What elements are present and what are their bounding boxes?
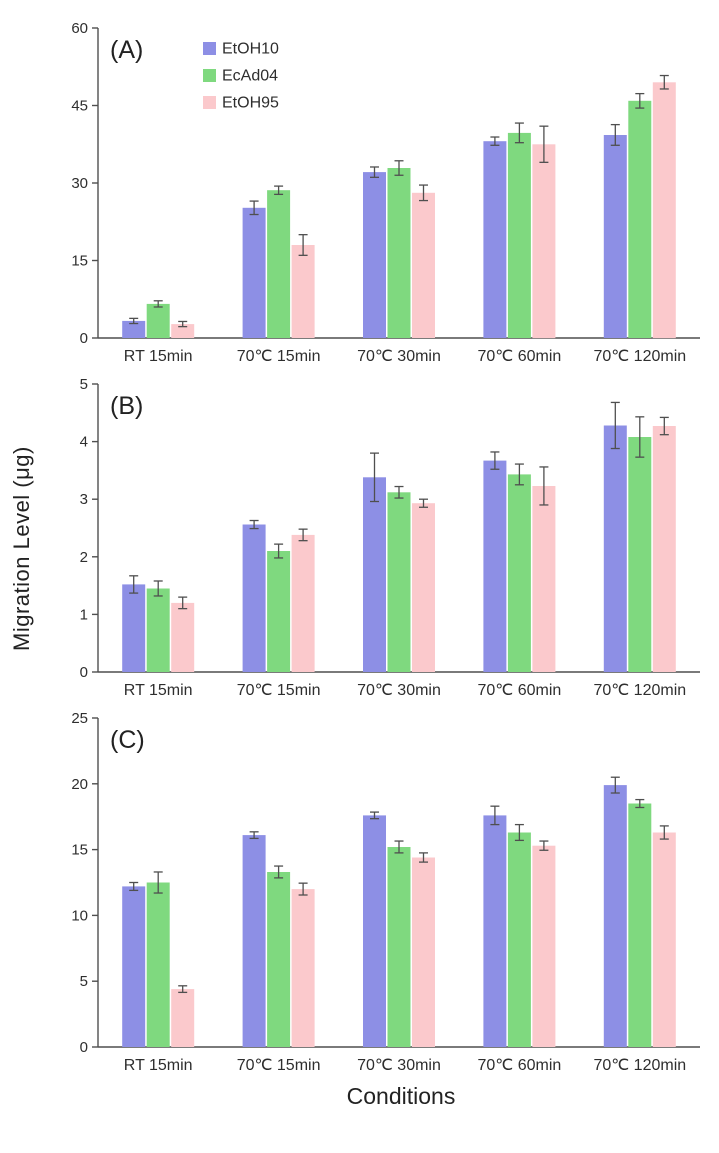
bar-etoh10 (363, 477, 386, 672)
x-tick-label: 70℃ 15min (237, 1057, 321, 1074)
legend-swatch-ecad04 (203, 69, 216, 82)
x-tick-label: 70℃ 30min (357, 1057, 441, 1074)
bar-etoh10 (363, 172, 386, 338)
chart-panel-b: 0 1 2 3 4 5 RT 15min 70℃ 15min 70℃ 30min 70℃ 60mi… (80, 376, 700, 699)
bar-ecad04 (507, 132, 531, 338)
bar-etoh10 (242, 524, 266, 672)
x-axis-label: Conditions (346, 1083, 456, 1109)
y-tick-label: 30 (71, 175, 88, 192)
y-tick-label: 0 (80, 1039, 88, 1056)
bar-etoh10 (603, 785, 627, 1047)
x-tick-label: RT 15min (124, 1057, 193, 1074)
y-tick-label: 15 (71, 253, 88, 270)
bar-etoh10 (483, 815, 507, 1047)
bar-etoh95 (412, 857, 435, 1047)
bar-etoh95 (291, 534, 315, 672)
y-tick-label: 2 (80, 549, 88, 566)
bar-ecad04 (628, 100, 652, 338)
x-tick-label: 70℃ 60min (478, 348, 562, 365)
bar-etoh95 (532, 845, 556, 1047)
x-tick-label: 70℃ 60min (478, 682, 562, 699)
bar-ecad04 (387, 492, 411, 672)
y-tick-label: 0 (80, 664, 88, 681)
bar-etoh95 (532, 486, 556, 672)
figure: Migration Level (μg) 0 15 30 45 60 RT 15min 70… (9, 16, 712, 1109)
y-tick-label: 3 (80, 491, 88, 508)
bar-etoh95 (171, 324, 195, 338)
y-tick-label: 1 (80, 606, 88, 623)
bar-ecad04 (146, 882, 170, 1047)
y-tick-label: 15 (71, 842, 88, 859)
x-tick-label: RT 15min (124, 682, 193, 699)
legend-label: EtOH95 (222, 95, 279, 112)
chart-panels: 0 15 30 45 60 RT 15min 70℃ 15min 70℃ 30min 70℃ 6… (44, 16, 712, 1081)
legend-swatch-etoh10 (203, 42, 216, 55)
bar-etoh10 (483, 141, 507, 338)
panel-label: (C) (110, 726, 145, 754)
bar-ecad04 (628, 803, 652, 1047)
bar-etoh95 (412, 503, 435, 672)
y-tick-label: 4 (80, 434, 88, 451)
bar-etoh10 (242, 835, 266, 1047)
bar-ecad04 (507, 832, 531, 1047)
bar-etoh95 (652, 832, 676, 1047)
x-tick-label: RT 15min (124, 348, 193, 365)
panel-label: (A) (110, 36, 143, 64)
y-tick-label: 5 (80, 376, 88, 393)
y-tick-label: 60 (71, 20, 88, 37)
x-tick-label: 70℃ 15min (237, 682, 321, 699)
bar-ecad04 (387, 168, 411, 338)
y-tick-label: 25 (71, 710, 88, 727)
bar-etoh95 (532, 144, 556, 339)
bar-etoh95 (652, 82, 676, 339)
bar-etoh10 (603, 135, 627, 338)
bar-etoh95 (412, 192, 435, 338)
legend-label: EcAd04 (222, 68, 278, 85)
bar-etoh10 (483, 460, 507, 672)
bar-etoh10 (603, 425, 627, 672)
bar-ecad04 (628, 437, 652, 672)
x-tick-label: 70℃ 30min (357, 682, 441, 699)
bar-etoh10 (363, 815, 386, 1047)
bar-etoh95 (291, 245, 315, 338)
chart-panel-c: 0 5 10 15 20 25 RT 15min 70℃ 15min 70℃ 30min 70℃ … (71, 710, 700, 1074)
panel-label: (B) (110, 392, 143, 420)
bar-etoh10 (122, 320, 146, 338)
y-tick-label: 0 (80, 330, 88, 347)
bar-etoh95 (171, 989, 195, 1047)
bar-etoh95 (171, 602, 195, 672)
x-tick-label: 70℃ 30min (357, 348, 441, 365)
x-tick-label: 70℃ 120min (593, 1057, 686, 1074)
legend-label: EtOH10 (222, 41, 279, 58)
legend-swatch-etoh95 (203, 96, 216, 109)
x-tick-label: 70℃ 120min (593, 348, 686, 365)
bar-etoh10 (122, 886, 146, 1047)
bar-etoh95 (291, 889, 315, 1047)
bar-ecad04 (267, 190, 291, 338)
bar-etoh10 (242, 207, 266, 338)
y-axis-label: Migration Level (μg) (9, 446, 34, 651)
bar-ecad04 (146, 303, 170, 338)
x-tick-label: 70℃ 60min (478, 1057, 562, 1074)
x-tick-label: 70℃ 120min (593, 682, 686, 699)
bar-ecad04 (267, 872, 291, 1047)
bar-ecad04 (146, 588, 170, 672)
y-tick-label: 45 (71, 98, 88, 115)
y-tick-label: 10 (71, 907, 88, 924)
x-tick-label: 70℃ 15min (237, 348, 321, 365)
bar-ecad04 (267, 551, 291, 672)
bar-etoh95 (652, 426, 676, 672)
chart-panel-a: 0 15 30 45 60 RT 15min 70℃ 15min 70℃ 30min 70℃ 6… (71, 20, 700, 365)
y-tick-label: 5 (80, 973, 88, 990)
bar-etoh10 (122, 584, 146, 672)
y-tick-label: 20 (71, 776, 88, 793)
bar-ecad04 (507, 474, 531, 672)
bar-ecad04 (387, 847, 411, 1047)
